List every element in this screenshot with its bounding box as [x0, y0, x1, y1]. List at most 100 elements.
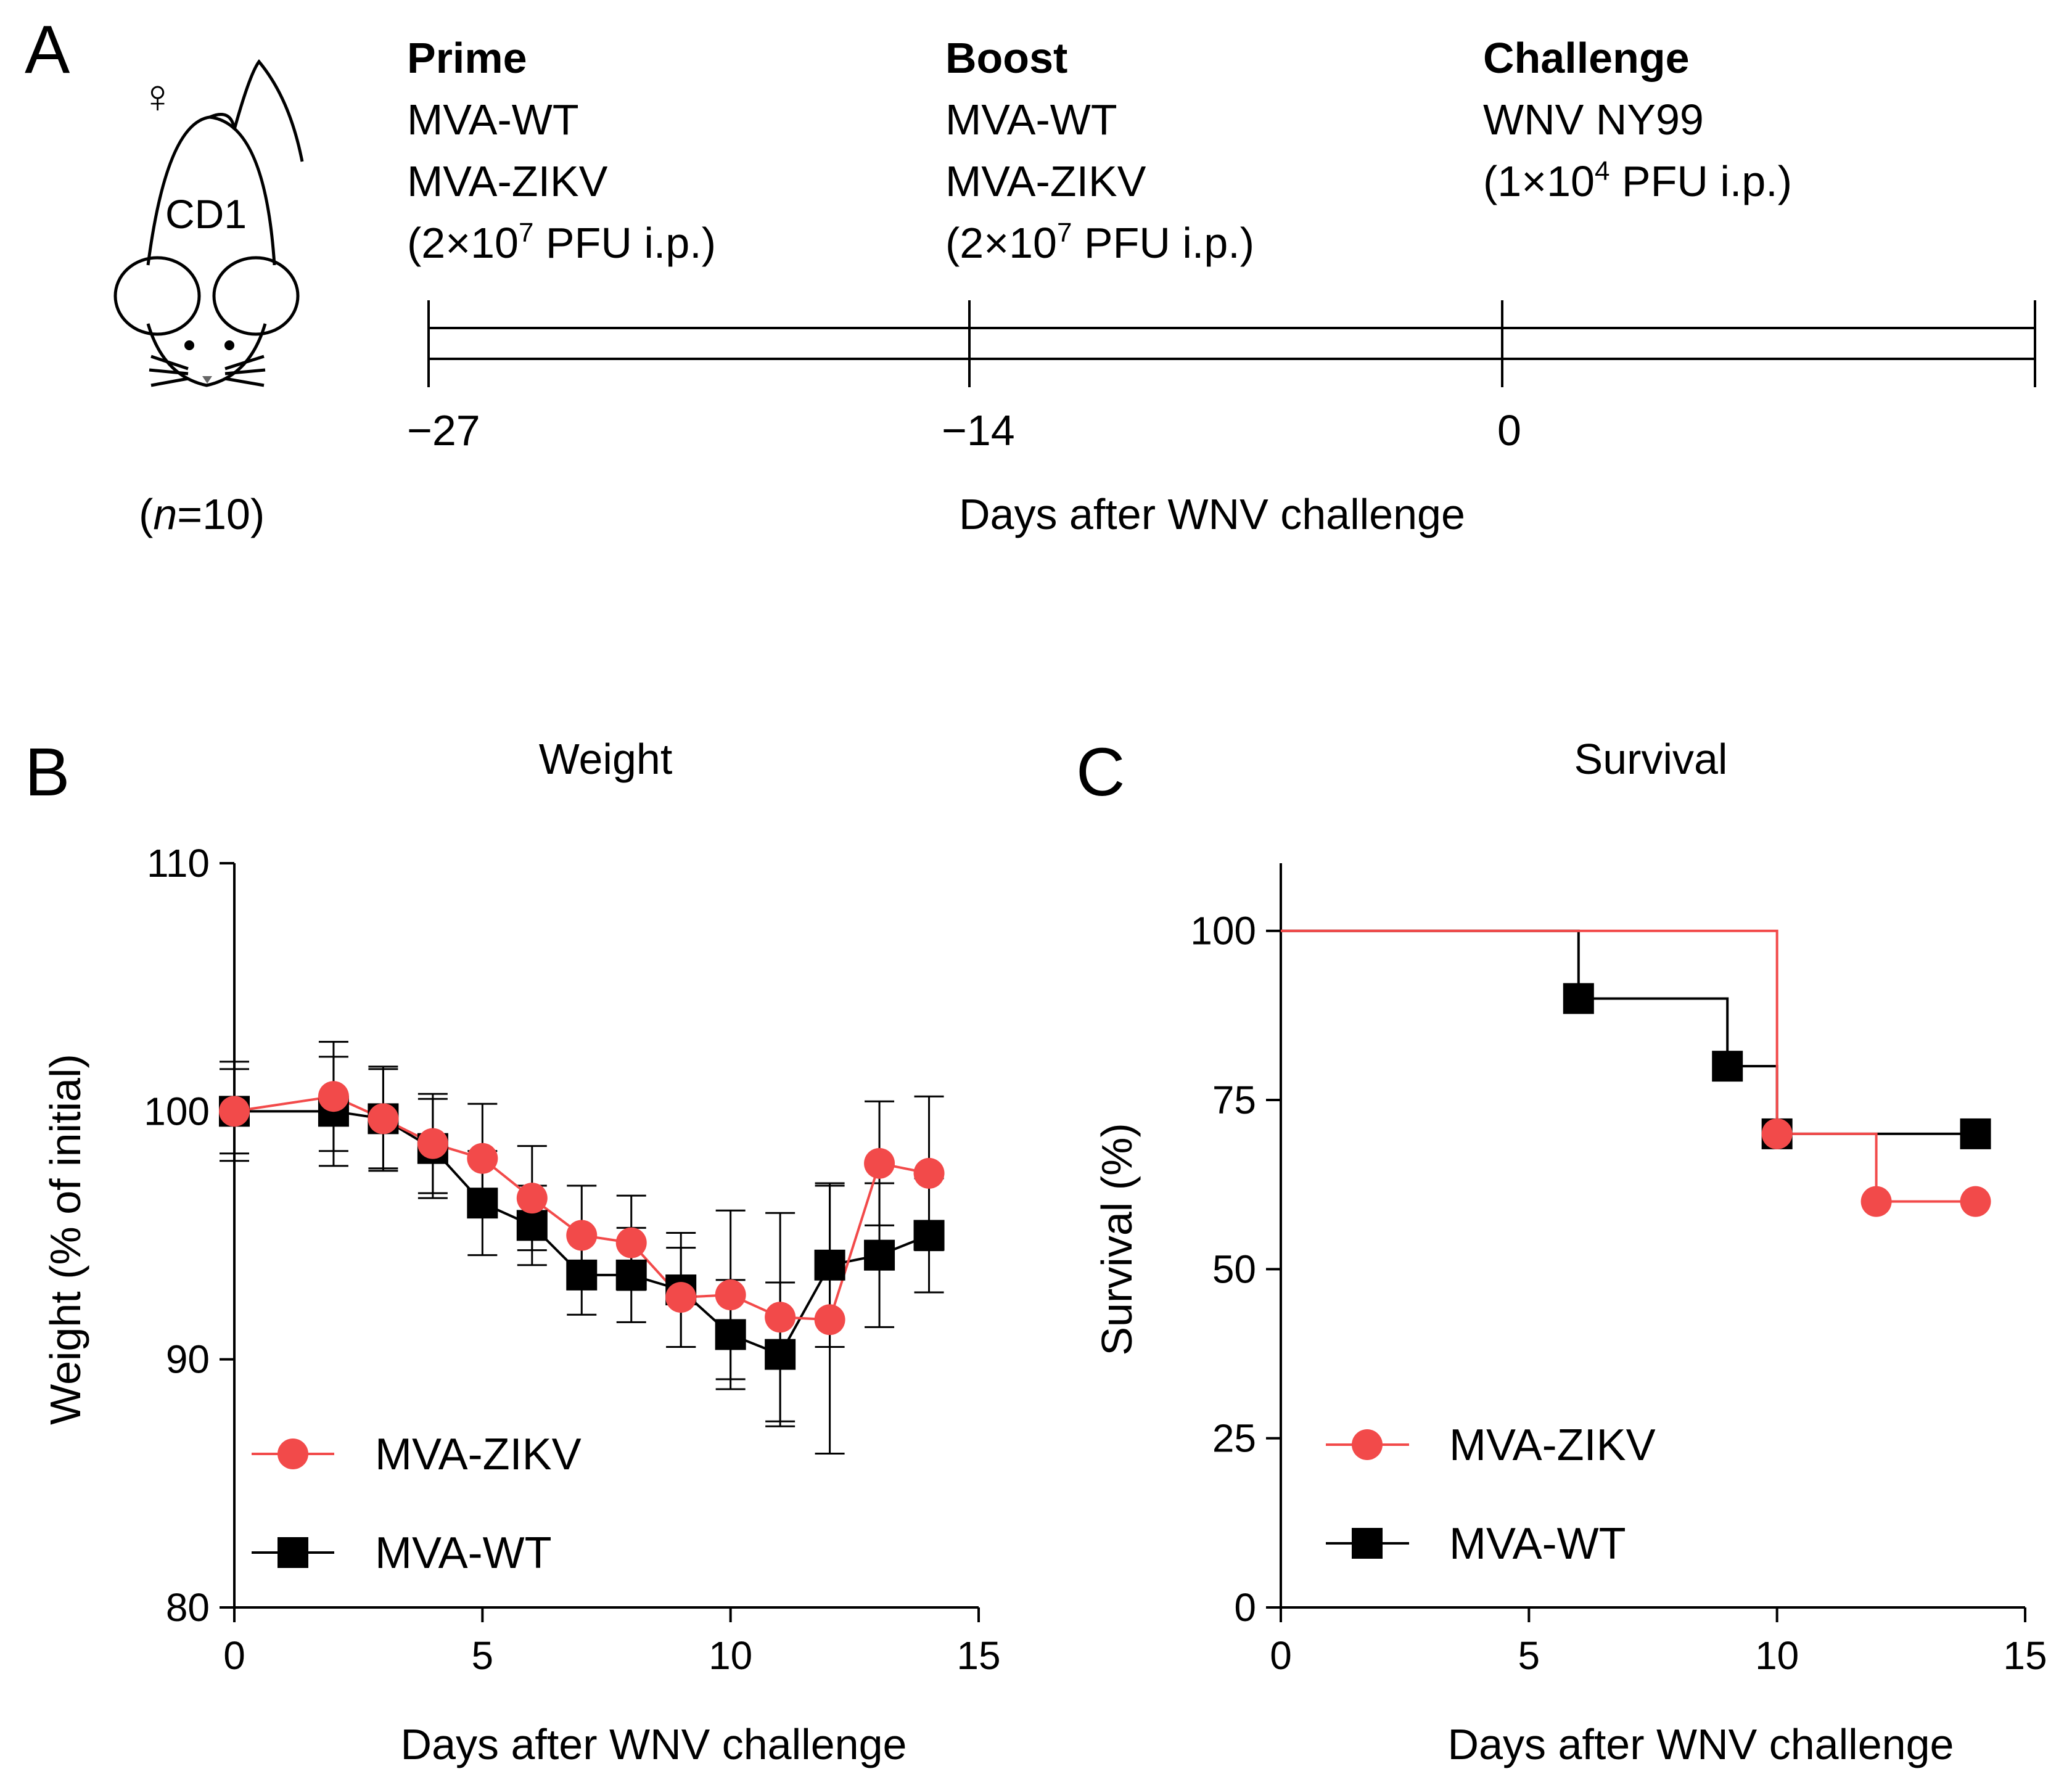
weight-legend-zikv-marker — [278, 1438, 308, 1469]
survival-y-tick-label: 75 — [1212, 1078, 1256, 1122]
weight-point-wt — [615, 1259, 647, 1291]
survival-axes: 0 5 10 15 0 25 50 75 100 — [1190, 863, 2047, 1678]
weight-legend-zikv-label: MVA-ZIKV — [375, 1430, 582, 1479]
survival-y-axis-title: Survival (%) — [1093, 1123, 1141, 1355]
survival-x-tick-label: 15 — [2003, 1633, 2047, 1678]
step-challenge: Challenge WNV NY99 (1×104 PFU i.p.) — [1483, 34, 1792, 205]
weight-x-tick-label: 5 — [472, 1633, 494, 1678]
weight-point-zikv — [913, 1157, 945, 1189]
step-boost-line-2: MVA-ZIKV — [945, 157, 1146, 205]
panel-c-letter: C — [1076, 734, 1125, 810]
weight-y-tick-label: 90 — [166, 1337, 210, 1382]
step-prime-title: Prime — [407, 34, 527, 82]
weight-point-wt — [765, 1339, 796, 1370]
survival-x-tick-label: 5 — [1518, 1633, 1540, 1678]
mouse-strain-label: CD1 — [165, 191, 247, 237]
survival-markers — [1563, 983, 1991, 1217]
weight-y-tick-label: 100 — [144, 1089, 210, 1133]
panel-c-survival-chart: C Survival 0 5 10 15 0 25 50 75 100 Days after W… — [1076, 734, 2047, 1768]
survival-chart-title: Survival — [1574, 735, 1728, 783]
weight-point-wt — [913, 1220, 945, 1251]
survival-line-zikv — [1281, 929, 1976, 1203]
timeline — [427, 300, 2036, 387]
weight-legend-item-wt: MVA-WT — [252, 1529, 552, 1578]
step-prime-dose: (2×107 PFU i.p.) — [407, 218, 716, 267]
weight-point-zikv — [219, 1096, 250, 1127]
step-challenge-dose: (1×104 PFU i.p.) — [1483, 156, 1792, 205]
weight-point-zikv — [864, 1147, 895, 1179]
weight-point-wt — [467, 1188, 498, 1219]
mouse-nose — [202, 376, 212, 384]
weight-x-tick-label: 10 — [709, 1633, 752, 1678]
survival-step-lines — [1281, 929, 1976, 1203]
weight-point-zikv — [516, 1183, 548, 1214]
survival-point-wt — [1960, 1118, 1991, 1149]
step-prime-line-1: MVA-WT — [407, 96, 579, 144]
weight-y-axis-title: Weight (% of initial) — [41, 1054, 89, 1425]
weight-x-tick-label: 0 — [223, 1633, 245, 1678]
timeline-label-challenge: 0 — [1497, 406, 1521, 454]
survival-x-tick-label: 0 — [1270, 1633, 1292, 1678]
survival-point-zikv — [1960, 1186, 1991, 1217]
mouse-icon — [113, 59, 304, 387]
weight-point-zikv — [615, 1227, 647, 1258]
weight-point-wt — [516, 1210, 548, 1241]
mouse-eye-left — [184, 340, 194, 350]
panel-a: A ♀ CD1 (n=10) Prime MVA-WT MVA-ZIKV ( — [25, 12, 2036, 538]
step-challenge-title: Challenge — [1483, 34, 1690, 82]
weight-axes: 0 5 10 15 80 90 100 110 — [144, 841, 1000, 1678]
survival-point-zikv — [1860, 1186, 1892, 1217]
weight-point-zikv — [665, 1282, 697, 1313]
survival-legend-wt-label: MVA-WT — [1449, 1519, 1626, 1569]
weight-legend-wt-label: MVA-WT — [375, 1529, 552, 1578]
weight-point-zikv — [368, 1103, 399, 1135]
panel-a-letter: A — [25, 12, 70, 88]
weight-point-zikv — [467, 1143, 498, 1174]
mouse-eye-right — [224, 340, 234, 350]
weight-y-tick-label: 110 — [147, 841, 210, 885]
survival-y-tick-label: 50 — [1212, 1247, 1256, 1291]
weight-point-wt — [566, 1259, 598, 1291]
survival-legend: MVA-ZIKV MVA-WT — [1326, 1421, 1656, 1569]
weight-legend-item-zikv: MVA-ZIKV — [252, 1430, 582, 1479]
survival-y-tick-label: 25 — [1212, 1416, 1256, 1461]
step-boost-line-1: MVA-WT — [945, 96, 1117, 144]
survival-legend-item-wt: MVA-WT — [1326, 1519, 1626, 1569]
step-boost: Boost MVA-WT MVA-ZIKV (2×107 PFU i.p.) — [945, 34, 1254, 267]
survival-point-wt — [1563, 983, 1594, 1014]
weight-point-wt — [864, 1239, 895, 1271]
survival-x-tick-label: 10 — [1755, 1633, 1799, 1678]
step-prime-line-2: MVA-ZIKV — [407, 157, 608, 205]
step-challenge-line-1: WNV NY99 — [1483, 96, 1704, 144]
panel-b-weight-chart: B Weight 0 5 10 15 80 90 100 110 Days after WNV… — [25, 734, 1001, 1768]
panel-b-letter: B — [25, 734, 70, 810]
step-boost-dose: (2×107 PFU i.p.) — [945, 218, 1254, 267]
weight-legend-wt-marker — [278, 1537, 308, 1568]
weight-chart-title: Weight — [539, 735, 673, 783]
survival-legend-wt-marker — [1352, 1528, 1383, 1559]
weight-x-axis-title: Days after WNV challenge — [401, 1720, 907, 1768]
step-boost-title: Boost — [945, 34, 1067, 82]
survival-point-zikv — [1761, 1118, 1793, 1149]
mouse-n-label: (n=10) — [139, 490, 265, 538]
weight-point-zikv — [417, 1128, 448, 1159]
weight-point-wt — [814, 1249, 845, 1281]
weight-point-zikv — [715, 1279, 746, 1311]
weight-point-zikv — [566, 1220, 598, 1251]
timeline-axis-label: Days after WNV challenge — [959, 490, 1465, 538]
weight-x-tick-label: 15 — [956, 1633, 1000, 1678]
survival-line-wt — [1281, 929, 1976, 1135]
survival-legend-item-zikv: MVA-ZIKV — [1326, 1421, 1656, 1470]
survival-y-tick-label: 100 — [1190, 909, 1256, 953]
survival-legend-zikv-marker — [1352, 1429, 1383, 1460]
weight-legend: MVA-ZIKV MVA-WT — [252, 1430, 582, 1578]
weight-y-tick-label: 80 — [166, 1585, 210, 1630]
survival-y-tick-label: 0 — [1234, 1585, 1256, 1630]
timeline-label-boost: −14 — [942, 406, 1015, 454]
timeline-label-prime: −27 — [407, 406, 480, 454]
survival-point-wt — [1712, 1051, 1743, 1082]
weight-point-zikv — [318, 1081, 349, 1112]
survival-x-axis-title: Days after WNV challenge — [1448, 1720, 1954, 1768]
female-symbol: ♀ — [140, 70, 175, 123]
